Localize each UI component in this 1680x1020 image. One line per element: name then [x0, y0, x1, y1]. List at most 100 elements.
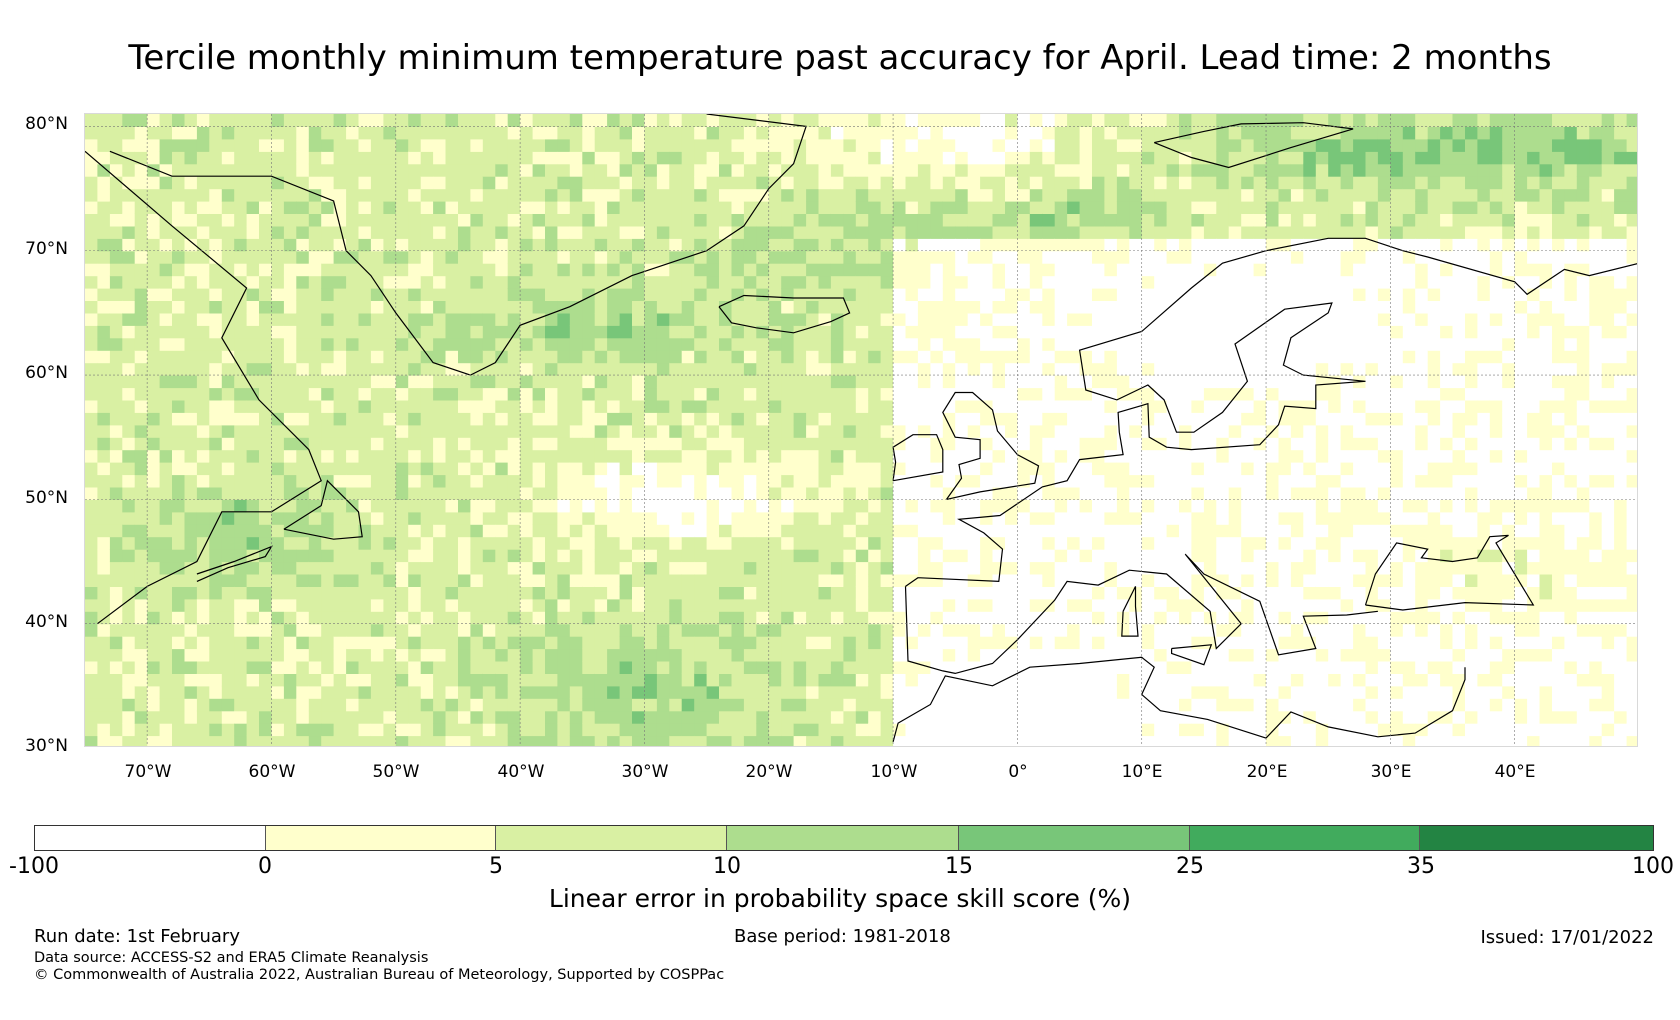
skill-grid-cell [433, 138, 447, 152]
skill-grid-cell [1241, 536, 1255, 550]
skill-grid-cell [632, 225, 645, 239]
skill-grid-cell [880, 238, 894, 252]
skill-grid-cell [85, 511, 98, 525]
skill-grid-cell [694, 350, 708, 364]
skill-grid-cell [1005, 114, 1018, 127]
skill-grid-cell [532, 238, 546, 252]
skill-grid-cell [271, 623, 285, 637]
skill-grid-cell [743, 238, 757, 252]
skill-grid-cell [980, 648, 994, 662]
skill-grid-cell [557, 574, 571, 587]
skill-grid-cell [681, 225, 695, 239]
skill-grid-cell [545, 412, 558, 426]
skill-grid-cell [296, 387, 310, 401]
skill-grid-cell [669, 412, 683, 426]
skill-grid-cell [1216, 126, 1230, 140]
skill-grid-cell [955, 698, 969, 712]
skill-grid-cell [557, 201, 571, 214]
skill-grid-cell [109, 723, 123, 737]
skill-grid-cell [1005, 412, 1018, 426]
skill-grid-cell [1079, 399, 1093, 413]
skill-grid-cell [1266, 661, 1279, 674]
skill-grid-cell [85, 225, 98, 239]
skill-grid-cell [1116, 524, 1130, 538]
skill-grid-cell [992, 375, 1006, 389]
skill-grid-cell [719, 288, 732, 301]
skill-grid-cell [781, 698, 795, 712]
skill-grid-cell [1017, 598, 1031, 612]
skill-grid-cell [582, 201, 596, 214]
skill-grid-cell [358, 499, 372, 513]
skill-grid-cell [346, 710, 360, 724]
skill-grid-cell [793, 225, 807, 239]
skill-grid-cell [955, 163, 969, 177]
skill-grid-cell [905, 238, 919, 252]
skill-grid-cell [172, 636, 185, 650]
skill-grid-cell [283, 300, 297, 314]
skill-grid-cell [209, 126, 223, 140]
skill-grid-cell [433, 375, 447, 389]
skill-grid-cell [594, 735, 608, 746]
skill-grid-cell [159, 536, 173, 550]
skill-grid-cell [333, 275, 347, 289]
skill-grid-cell [159, 275, 173, 289]
skill-grid-cell [669, 462, 683, 476]
skill-grid-cell [1104, 661, 1118, 674]
skill-grid-cell [383, 114, 397, 127]
skill-grid-cell [333, 126, 347, 140]
skill-grid-cell [358, 561, 372, 575]
skill-grid-cell [1029, 337, 1043, 351]
skill-grid-cell [830, 549, 844, 563]
skill-grid-cell [619, 661, 633, 674]
skill-grid-cell [1017, 462, 1031, 476]
skill-grid-cell [308, 300, 322, 314]
skill-grid-cell [159, 449, 173, 463]
skill-grid-cell [793, 250, 807, 264]
skill-grid-cell [358, 462, 372, 476]
skill-grid-cell [507, 598, 521, 612]
skill-grid-cell [1141, 337, 1155, 351]
skill-grid-cell [706, 598, 720, 612]
skill-grid-cell [395, 375, 409, 389]
skill-grid-cell [1029, 499, 1043, 513]
skill-grid-cell [147, 151, 161, 165]
skill-grid-cell [656, 188, 670, 202]
skill-grid-cell [619, 511, 633, 525]
skill-grid-cell [346, 561, 360, 575]
skill-grid-cell [905, 611, 919, 625]
skill-grid-cell [482, 114, 496, 127]
skill-grid-cell [445, 312, 459, 326]
skill-grid-cell [1141, 598, 1155, 612]
skill-grid-cell [843, 362, 857, 376]
skill-grid-cell [433, 561, 447, 575]
skill-grid-cell [545, 337, 558, 351]
skill-grid-cell [97, 486, 111, 500]
skill-grid-cell [731, 213, 745, 227]
skill-grid-cell [992, 486, 1006, 500]
skill-grid-cell [942, 424, 956, 438]
skill-grid-cell [569, 424, 583, 438]
skill-grid-cell [743, 449, 757, 463]
skill-grid-cell [569, 710, 583, 724]
skill-grid-cell [470, 698, 484, 712]
skill-grid-cell [246, 685, 260, 699]
skill-grid-cell [395, 176, 409, 190]
skill-grid-cell [681, 661, 695, 674]
skill-grid-cell [1203, 623, 1217, 637]
skill-grid-cell [1029, 648, 1043, 662]
skill-grid-cell [1129, 499, 1143, 513]
skill-grid-cell [358, 375, 372, 389]
skill-grid-cell [234, 424, 248, 438]
skill-grid-cell [172, 275, 185, 289]
skill-grid-cell [495, 462, 509, 476]
skill-grid-cell [569, 138, 583, 152]
skill-grid-cell [1203, 387, 1217, 401]
skill-grid-cell [868, 325, 882, 339]
skill-grid-cell [1166, 735, 1180, 746]
skill-grid-cell [346, 288, 360, 301]
skill-grid-cell [1116, 163, 1130, 177]
skill-grid-cell [420, 163, 434, 177]
skill-grid-cell [395, 673, 409, 687]
skill-grid-cell [159, 486, 173, 500]
skill-grid-cell [781, 586, 795, 600]
